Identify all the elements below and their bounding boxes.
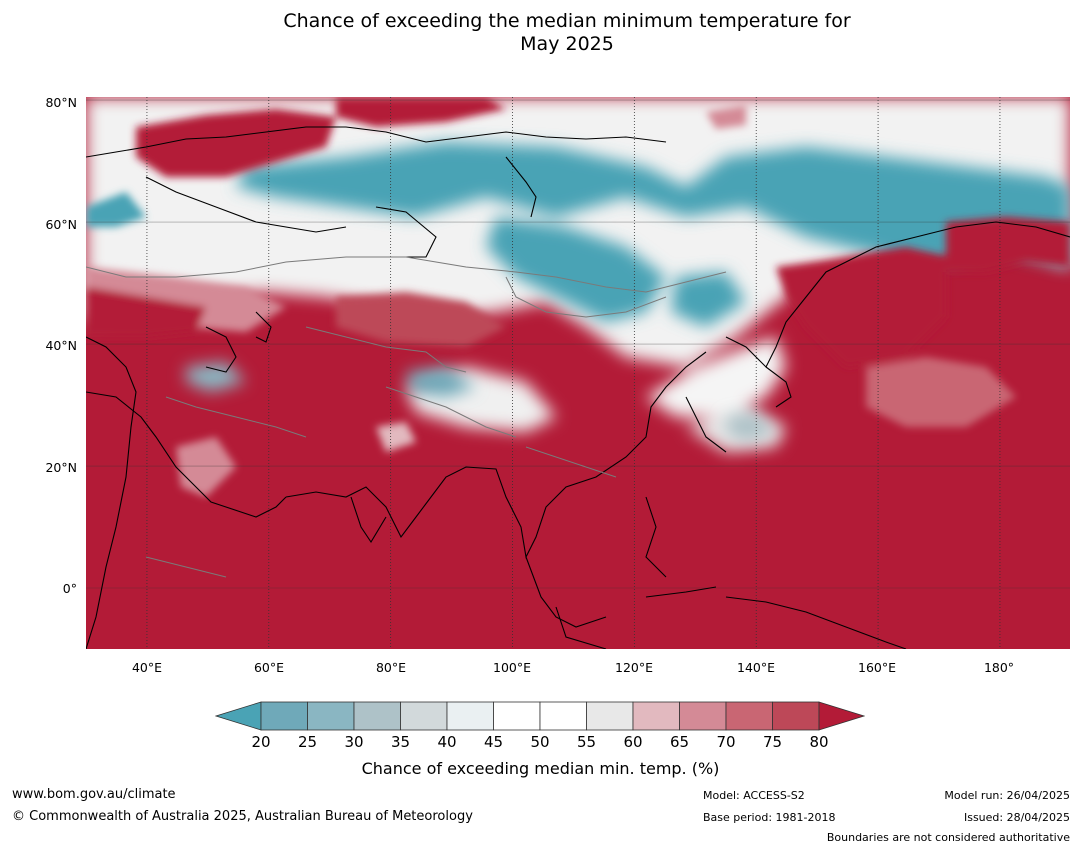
colorbar-tick-30: 30 xyxy=(344,733,364,751)
colorbar-segment xyxy=(260,701,308,731)
colorbar xyxy=(215,701,865,731)
colorbar-extend-high xyxy=(818,701,865,731)
colorbar-segment xyxy=(307,701,355,731)
colorbar-tick-75: 75 xyxy=(762,733,783,751)
colorbar-extend-low xyxy=(215,701,262,731)
colorbar-tick-35: 35 xyxy=(390,733,411,751)
colorbar-tick-25: 25 xyxy=(297,733,318,751)
colorbar-tick-50: 50 xyxy=(530,733,550,751)
map-svg xyxy=(86,97,1070,649)
lat-label-20n: 20°N xyxy=(45,460,77,475)
probability-field-low-values xyxy=(186,142,1070,442)
colorbar-tick-20: 20 xyxy=(251,733,271,751)
colorbar-segment xyxy=(493,701,541,731)
footer-model-run: Model run: 26/04/2025 xyxy=(944,789,1070,802)
country-borders xyxy=(86,256,727,578)
colorbar-segment xyxy=(772,701,820,731)
colorbar-tick-65: 65 xyxy=(669,733,690,751)
chart-title-line-2: May 2025 xyxy=(520,33,614,55)
footer-url: www.bom.gov.au/climate xyxy=(12,787,176,802)
colorbar-segment xyxy=(725,701,773,731)
colorbar-segment xyxy=(632,701,680,731)
footer-copyright: © Commonwealth of Australia 2025, Austra… xyxy=(12,809,473,824)
lon-label-100e: 100°E xyxy=(492,660,532,675)
colorbar-segment xyxy=(539,701,587,731)
colorbar-label: Chance of exceeding median min. temp. (%… xyxy=(361,759,720,778)
colorbar-segment xyxy=(586,701,634,731)
colorbar-segment xyxy=(400,701,448,731)
lat-label-0: 0° xyxy=(62,581,77,596)
lon-label-140e: 140°E xyxy=(736,660,776,675)
chart-title-line-1: Chance of exceeding the median minimum t… xyxy=(283,10,851,32)
colorbar-tick-70: 70 xyxy=(716,733,736,751)
lon-label-120e: 120°E xyxy=(614,660,654,675)
colorbar-segment xyxy=(353,701,401,731)
footer-model: Model: ACCESS-S2 xyxy=(703,789,805,802)
colorbar-tick-80: 80 xyxy=(809,733,829,751)
footer-base-period: Base period: 1981-2018 xyxy=(703,811,836,824)
colorbar-tick-40: 40 xyxy=(437,733,457,751)
chart-title: Chance of exceeding the median minimum t… xyxy=(0,10,1081,56)
colorbar-tick-60: 60 xyxy=(623,733,643,751)
probability-map xyxy=(86,97,1070,649)
colorbar-segment xyxy=(679,701,727,731)
lon-label-40e: 40°E xyxy=(131,660,163,675)
colorbar-tick-45: 45 xyxy=(483,733,504,751)
colorbar-tick-55: 55 xyxy=(576,733,597,751)
colorbar-segment xyxy=(446,701,494,731)
lat-label-40n: 40°N xyxy=(45,338,77,353)
coastlines xyxy=(86,126,1070,649)
lat-label-80n: 80°N xyxy=(45,95,77,110)
footer-boundaries-note: Boundaries are not considered authoritat… xyxy=(826,831,1070,844)
footer-issued: Issued: 28/04/2025 xyxy=(963,811,1070,824)
probability-field-northern-highs xyxy=(86,97,1070,427)
lon-label-80e: 80°E xyxy=(375,660,407,675)
lon-label-60e: 60°E xyxy=(253,660,285,675)
lon-label-160e: 160°E xyxy=(857,660,897,675)
gridlines xyxy=(86,97,1070,649)
lat-label-60n: 60°N xyxy=(45,217,77,232)
lon-label-180: 180° xyxy=(983,660,1015,675)
